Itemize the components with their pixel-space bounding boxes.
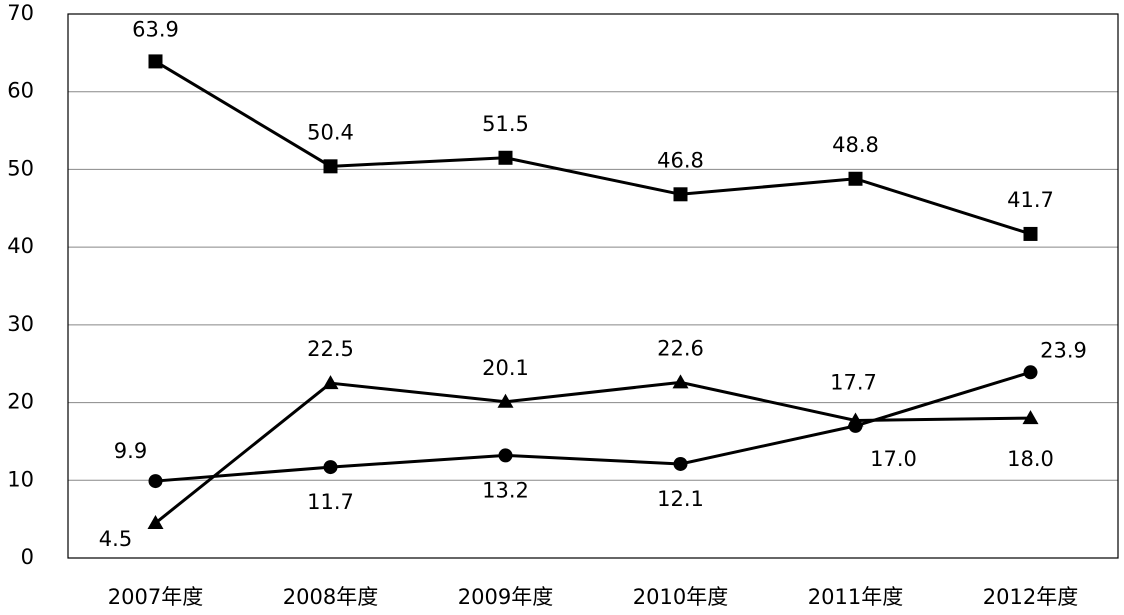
y-tick-label: 60 xyxy=(7,79,34,103)
marker xyxy=(322,375,339,390)
marker xyxy=(147,515,164,530)
y-tick-label: 50 xyxy=(7,156,34,180)
marker xyxy=(498,150,513,165)
x-tick-label: 2012年度 xyxy=(983,585,1078,609)
data-label: 4.5 xyxy=(99,527,132,551)
plot-frame xyxy=(67,13,1119,559)
marker xyxy=(1023,365,1038,380)
marker xyxy=(1023,226,1038,241)
marker xyxy=(148,474,163,489)
marker xyxy=(673,456,688,471)
marker xyxy=(848,171,863,186)
y-tick-label: 0 xyxy=(21,545,34,569)
x-tick-label: 2010年度 xyxy=(633,585,728,609)
data-label: 51.5 xyxy=(482,112,529,136)
data-label: 63.9 xyxy=(132,17,179,41)
y-tick-label: 30 xyxy=(7,312,34,336)
data-label: 20.1 xyxy=(482,356,529,380)
data-label: 13.2 xyxy=(482,478,529,502)
data-label: 22.6 xyxy=(657,336,704,360)
data-label: 12.1 xyxy=(657,487,704,511)
marker xyxy=(498,448,513,463)
y-tick-label: 70 xyxy=(7,1,34,25)
data-label: 11.7 xyxy=(307,490,354,514)
marker xyxy=(323,460,338,475)
marker xyxy=(497,393,514,408)
marker xyxy=(323,159,338,174)
series-line xyxy=(154,380,1031,525)
series-line xyxy=(154,60,1031,236)
data-label: 22.5 xyxy=(307,337,354,361)
marker xyxy=(848,418,863,433)
data-label: 46.8 xyxy=(657,148,704,172)
marker xyxy=(1022,410,1039,425)
x-tick-label: 2009年度 xyxy=(458,585,553,609)
series-line xyxy=(155,370,1031,483)
data-label: 41.7 xyxy=(1007,188,1054,212)
y-tick-label: 10 xyxy=(7,467,34,491)
x-tick-label: 2011年度 xyxy=(808,585,903,609)
y-tick-label: 40 xyxy=(7,234,34,258)
data-label: 17.7 xyxy=(830,370,877,394)
data-label: 17.0 xyxy=(870,447,917,471)
data-label: 9.9 xyxy=(114,439,147,463)
marker xyxy=(673,187,688,202)
y-tick-label: 20 xyxy=(7,390,34,414)
marker xyxy=(672,374,689,389)
marker xyxy=(148,54,163,69)
data-label: 50.4 xyxy=(307,120,354,144)
x-tick-label: 2008年度 xyxy=(283,585,378,609)
data-label: 18.0 xyxy=(1007,447,1054,471)
data-label: 23.9 xyxy=(1040,338,1087,362)
data-label: 48.8 xyxy=(832,133,879,157)
x-tick-label: 2007年度 xyxy=(108,585,203,609)
